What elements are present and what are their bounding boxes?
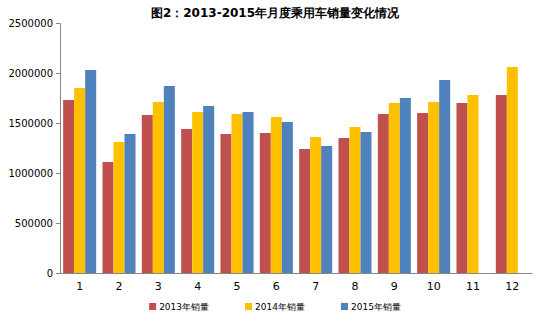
bar [378, 114, 389, 273]
x-tick-label: 7 [312, 280, 319, 293]
x-tick-label: 2 [116, 280, 123, 293]
x-tick-label: 11 [466, 280, 480, 293]
x-tick: 8 [352, 273, 359, 293]
x-tick-label: 6 [273, 280, 280, 293]
bar [153, 102, 164, 273]
x-tick: 6 [273, 273, 280, 293]
bar [417, 113, 428, 273]
bar [467, 95, 478, 273]
legend-swatch [149, 303, 156, 310]
bars [63, 67, 518, 273]
x-tick-label: 12 [505, 280, 519, 293]
x-tick: 3 [155, 273, 162, 293]
legend-item: 2015年销量 [341, 302, 401, 312]
bar [231, 114, 242, 273]
y-tick-label: 500000 [15, 218, 53, 229]
series [85, 70, 450, 273]
y-tick: 2500000 [8, 18, 60, 29]
y-tick: 2000000 [8, 68, 60, 79]
legend-item: 2014年销量 [245, 302, 305, 312]
bar [282, 122, 293, 273]
y-tick-mark [56, 73, 60, 74]
x-tick-label: 9 [391, 280, 398, 293]
y-axis-line [56, 24, 61, 274]
x-tick: 1 [76, 273, 83, 293]
plot: 0500000100000015000002000000250000012345… [8, 18, 532, 293]
bar [299, 149, 310, 273]
bar [243, 112, 254, 273]
x-axis: 123456789101112 [61, 273, 533, 293]
y-tick-mark [56, 173, 60, 174]
x-tick-label: 8 [352, 280, 359, 293]
bar [400, 98, 411, 273]
legend-swatch [245, 303, 252, 310]
y-tick-label: 0 [47, 268, 53, 279]
x-tick-label: 4 [194, 280, 201, 293]
bar [310, 137, 321, 273]
bar [321, 146, 332, 273]
bar [271, 117, 282, 273]
legend-label: 2015年销量 [351, 302, 401, 312]
y-tick: 1000000 [8, 168, 60, 179]
y-tick: 0 [47, 268, 60, 279]
x-tick-label: 3 [155, 280, 162, 293]
bar [439, 80, 450, 273]
title: 图2：2013-2015年月度乘用车销量变化情况 [151, 6, 400, 20]
x-tick: 10 [427, 273, 441, 293]
y-tick-label: 2000000 [8, 68, 53, 79]
x-tick: 11 [466, 273, 480, 293]
y-tick-mark [56, 223, 60, 224]
bar [220, 134, 231, 273]
bar [507, 67, 518, 273]
y-tick-mark [56, 23, 60, 24]
series [74, 67, 518, 273]
x-tick: 7 [312, 273, 319, 293]
bar [349, 127, 360, 273]
bar [428, 102, 439, 273]
bar [192, 112, 203, 273]
x-tick-label: 5 [234, 280, 241, 293]
x-axis-line [61, 273, 533, 274]
bar [113, 142, 124, 273]
bar [63, 100, 74, 273]
bar [338, 138, 349, 273]
x-tick: 5 [234, 273, 241, 293]
x-tick: 12 [505, 273, 519, 293]
bar [389, 103, 400, 273]
bar [456, 103, 467, 273]
y-tick-mark [56, 273, 60, 274]
bar [181, 129, 192, 273]
legend-item: 2013年销量 [149, 302, 209, 312]
legend-label: 2014年销量 [255, 302, 305, 312]
bar [102, 162, 113, 273]
bar [496, 95, 507, 273]
chart: 图2：2013-2015年月度乘用车销量变化情况0500000100000015… [0, 0, 550, 332]
y-tick-mark [56, 123, 60, 124]
legend-swatch [341, 303, 348, 310]
bar [164, 86, 175, 273]
x-tick: 2 [116, 273, 123, 293]
y-axis: 0 500000 1000000 1500000 2000000 2500000 [8, 18, 60, 279]
legend-label: 2013年销量 [159, 302, 209, 312]
bar [125, 134, 136, 273]
bar [260, 133, 271, 273]
bar [142, 115, 153, 273]
y-tick-label: 2500000 [8, 18, 53, 29]
y-tick-label: 1000000 [8, 168, 53, 179]
bar [361, 132, 372, 273]
y-tick: 500000 [15, 218, 60, 229]
x-tick: 9 [391, 273, 398, 293]
x-tick-label: 1 [76, 280, 83, 293]
y-tick-label: 1500000 [8, 118, 53, 129]
y-tick: 1500000 [8, 118, 60, 129]
bar [74, 88, 85, 273]
bar [85, 70, 96, 273]
x-tick-label: 10 [427, 280, 441, 293]
x-tick: 4 [194, 273, 201, 293]
bar [203, 106, 214, 273]
legend: 2013年销量 2014年销量 2015年销量 [149, 302, 401, 312]
